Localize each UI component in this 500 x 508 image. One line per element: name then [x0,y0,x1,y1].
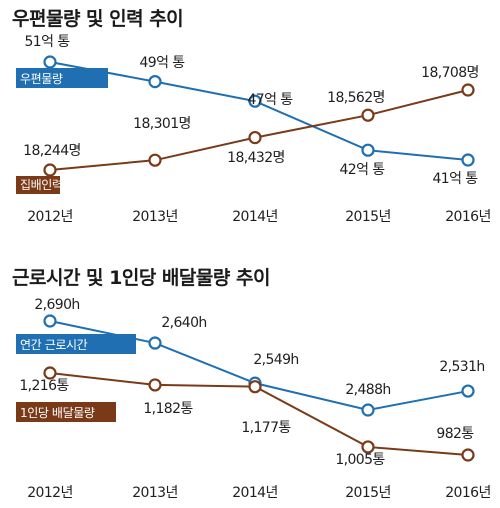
data-point [148,153,162,167]
series-tag-bg [16,176,60,194]
data-label: 1,182통 [143,401,193,417]
data-point [361,403,375,417]
data-label: 18,708명 [421,65,479,81]
chart-title-mail-volume-staff: 우편물량 및 인력 추이 [12,8,184,30]
data-label: 41억 통 [432,171,478,187]
x-tick-label: 2015년 [345,485,391,501]
data-label: 47억 통 [247,92,293,108]
data-label: 2,640h [161,315,206,331]
data-point [43,163,57,177]
series-tag-bg [16,334,136,354]
chart-title-work-hours-delivery: 근로시간 및 1인당 배달물량 추이 [12,267,270,289]
data-label: 1,005통 [335,452,385,468]
data-point [148,378,162,392]
data-point [43,55,57,69]
data-label: 18,244명 [23,143,81,159]
data-point [148,74,162,89]
series-name-tag: 우편물량 [20,72,63,86]
data-point [461,384,475,398]
data-point [248,94,262,108]
data-label: 18,432명 [227,150,285,166]
x-tick-label: 2014년 [232,485,278,501]
data-point [43,314,57,328]
data-label: 982통 [436,426,474,442]
data-point [461,83,475,97]
data-point [248,380,262,394]
x-tick-label: 2012년 [27,209,73,225]
data-label: 18,562명 [327,90,385,106]
data-point [361,440,375,454]
data-label: 1,216통 [19,378,69,394]
data-label: 51억 통 [24,34,70,50]
data-point [361,108,375,122]
series-tag-bg [16,68,108,88]
data-label: 2,549h [253,352,298,368]
data-label: 49억 통 [139,55,185,71]
x-tick-label: 2013년 [132,209,178,225]
data-point [461,448,475,462]
data-label: 2,690h [34,297,79,313]
x-tick-label: 2016년 [445,485,491,501]
x-tick-label: 2015년 [345,209,391,225]
series-tag-bg [16,402,116,422]
data-point [43,366,57,380]
x-tick-label: 2013년 [132,485,178,501]
data-label: 18,301명 [133,116,191,132]
series-name-tag: 1인당 배달물량 [20,406,95,420]
data-point [148,336,162,350]
x-tick-label: 2012년 [27,485,73,501]
series-name-tag: 연간 근로시간 [20,338,88,352]
data-label: 42억 통 [339,162,385,178]
data-label: 2,488h [345,382,390,398]
mail-volume-staff-chart: 51억 통 49억 통 47억 통 42억 통 41억 통 우편물량 18,244명 18,3… [16,34,491,225]
data-point [248,130,262,145]
data-point [361,143,375,157]
x-tick-label: 2016년 [445,209,491,225]
x-tick-label: 2014년 [232,209,278,225]
series-name-tag: 집배인력 [20,178,63,192]
data-point [461,153,475,167]
data-label: 2,531h [439,359,484,375]
data-label: 1,177통 [241,420,291,436]
